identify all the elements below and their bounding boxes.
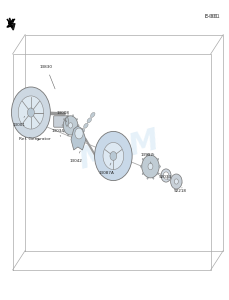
Circle shape bbox=[68, 123, 73, 128]
Circle shape bbox=[163, 172, 169, 179]
Circle shape bbox=[27, 108, 34, 117]
Ellipse shape bbox=[87, 118, 92, 123]
Ellipse shape bbox=[159, 166, 161, 167]
Ellipse shape bbox=[140, 166, 142, 167]
Text: 13830: 13830 bbox=[40, 65, 55, 89]
Circle shape bbox=[110, 152, 117, 160]
Ellipse shape bbox=[77, 134, 81, 139]
Circle shape bbox=[75, 128, 83, 139]
FancyBboxPatch shape bbox=[54, 116, 68, 127]
Ellipse shape bbox=[68, 134, 69, 136]
Text: 13997: 13997 bbox=[141, 152, 154, 164]
Ellipse shape bbox=[142, 158, 144, 160]
Ellipse shape bbox=[90, 112, 95, 117]
Circle shape bbox=[161, 169, 171, 182]
Circle shape bbox=[174, 179, 178, 184]
Ellipse shape bbox=[66, 117, 68, 126]
Text: 13008: 13008 bbox=[56, 110, 69, 122]
Text: E-001: E-001 bbox=[204, 14, 220, 19]
Circle shape bbox=[148, 163, 153, 170]
Text: MSM: MSM bbox=[75, 125, 163, 175]
Ellipse shape bbox=[72, 134, 74, 136]
Ellipse shape bbox=[147, 154, 148, 156]
Polygon shape bbox=[9, 18, 15, 30]
Ellipse shape bbox=[64, 131, 65, 132]
Ellipse shape bbox=[78, 125, 79, 126]
Circle shape bbox=[95, 131, 132, 181]
Circle shape bbox=[142, 155, 159, 178]
Text: 13087A: 13087A bbox=[98, 163, 114, 175]
Ellipse shape bbox=[76, 131, 77, 132]
Circle shape bbox=[11, 87, 50, 138]
Text: 92033: 92033 bbox=[159, 175, 172, 180]
Circle shape bbox=[103, 142, 124, 170]
Circle shape bbox=[63, 116, 78, 135]
Ellipse shape bbox=[62, 125, 63, 126]
Text: Ref. Generator: Ref. Generator bbox=[19, 137, 51, 142]
Ellipse shape bbox=[157, 173, 159, 175]
Ellipse shape bbox=[157, 158, 159, 160]
Ellipse shape bbox=[76, 118, 77, 120]
Text: 13042: 13042 bbox=[70, 151, 83, 163]
Ellipse shape bbox=[72, 115, 74, 116]
Ellipse shape bbox=[153, 154, 154, 156]
Ellipse shape bbox=[68, 115, 69, 116]
Circle shape bbox=[171, 174, 182, 189]
Ellipse shape bbox=[153, 177, 154, 179]
Text: E-001: E-001 bbox=[204, 14, 219, 19]
Ellipse shape bbox=[84, 123, 88, 128]
Text: 13001: 13001 bbox=[13, 116, 25, 127]
Ellipse shape bbox=[147, 177, 148, 179]
Ellipse shape bbox=[80, 129, 85, 134]
Circle shape bbox=[18, 96, 44, 129]
Ellipse shape bbox=[142, 173, 144, 175]
Text: 13034: 13034 bbox=[52, 128, 64, 136]
Text: 92218: 92218 bbox=[174, 188, 187, 193]
Ellipse shape bbox=[64, 118, 65, 120]
Polygon shape bbox=[71, 126, 86, 150]
